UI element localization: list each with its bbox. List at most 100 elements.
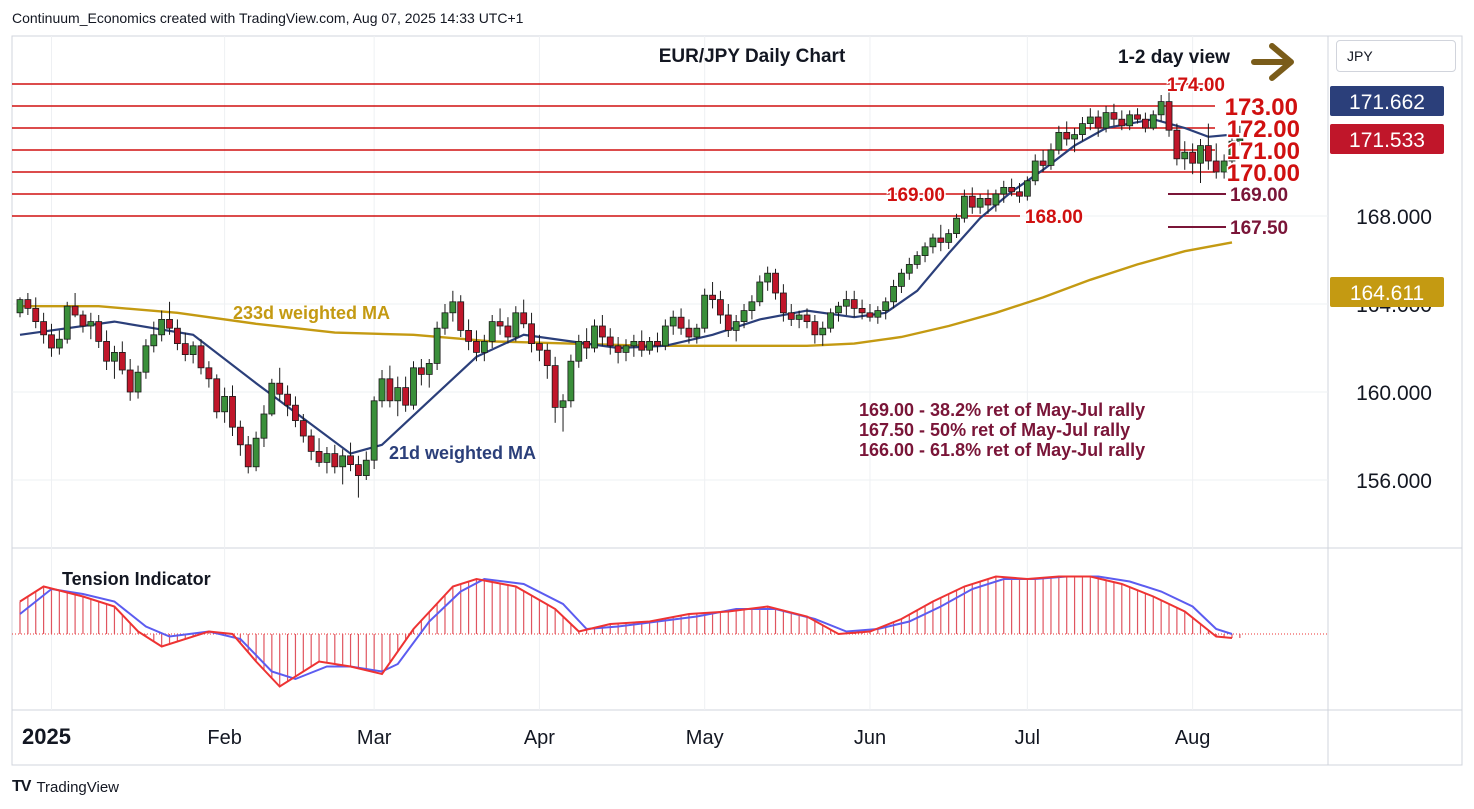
candle-body bbox=[905, 263, 913, 274]
candle-body bbox=[244, 444, 252, 468]
candle-body bbox=[890, 285, 897, 303]
ma21-label: 21d weighted MA bbox=[389, 443, 536, 463]
retracement-note: 169.00 - 38.2% ret of May-Jul rally bbox=[859, 400, 1145, 420]
currency-selector[interactable]: JPY bbox=[1336, 40, 1456, 72]
ma233-line bbox=[20, 241, 1233, 347]
candle-body bbox=[1212, 160, 1220, 173]
resistance-label: 171.00 bbox=[1227, 138, 1300, 165]
candle-body bbox=[457, 301, 465, 331]
candle-body bbox=[551, 365, 559, 408]
candle-body bbox=[79, 314, 87, 327]
candle-body bbox=[1204, 145, 1212, 162]
candle-body bbox=[850, 299, 858, 309]
candle-body bbox=[583, 340, 591, 349]
brand-name: TradingView bbox=[36, 778, 119, 796]
candle-body bbox=[323, 453, 331, 463]
candle-body bbox=[118, 351, 126, 371]
candle-body bbox=[213, 378, 221, 413]
candle-body bbox=[158, 318, 166, 336]
indicator-fast-line bbox=[19, 575, 1233, 688]
candle-body bbox=[1063, 131, 1071, 140]
candle-body bbox=[693, 327, 701, 338]
resistance-label: 174.00 bbox=[1167, 75, 1225, 96]
candle-body bbox=[756, 281, 764, 303]
candle-body bbox=[87, 321, 95, 327]
candle-body bbox=[173, 327, 181, 345]
candle-body bbox=[417, 367, 425, 375]
candle-body bbox=[1197, 145, 1204, 164]
candle-body bbox=[1165, 101, 1173, 131]
candle-body bbox=[866, 312, 874, 318]
candle-body bbox=[882, 301, 890, 311]
candle-body bbox=[677, 316, 685, 329]
view-label: 1-2 day view bbox=[1118, 47, 1230, 68]
support-label: 169.00 bbox=[1230, 185, 1288, 206]
candle-body bbox=[1149, 114, 1157, 129]
right-arrow-icon bbox=[1251, 43, 1294, 81]
candle-body bbox=[1134, 114, 1141, 120]
candle-body bbox=[543, 349, 551, 367]
candle-body bbox=[95, 321, 103, 342]
resistance-label: 172.00 bbox=[1227, 116, 1300, 143]
footer: TV TradingView bbox=[12, 778, 119, 796]
candle-body bbox=[701, 294, 709, 329]
resistance-label: 169.00 bbox=[887, 185, 945, 206]
x-tick-label: Jun bbox=[854, 727, 886, 749]
candle-body bbox=[441, 312, 449, 329]
x-tick-label: Aug bbox=[1175, 727, 1211, 749]
candle-body bbox=[654, 340, 661, 347]
candle-body bbox=[347, 455, 354, 465]
candle-body bbox=[1220, 160, 1228, 173]
ma21-line bbox=[19, 118, 1233, 455]
candle-body bbox=[252, 437, 260, 468]
candle-body bbox=[772, 272, 779, 294]
candle-body bbox=[378, 378, 386, 402]
candle-body bbox=[1142, 118, 1149, 129]
candle-body bbox=[370, 400, 378, 461]
candle-body bbox=[40, 321, 48, 336]
candle-body bbox=[591, 325, 598, 349]
candle-body bbox=[1126, 114, 1134, 127]
candle-body bbox=[1102, 112, 1110, 129]
candle-body bbox=[189, 345, 197, 355]
candle-body bbox=[307, 435, 315, 452]
candle-body bbox=[976, 197, 984, 208]
candle-body bbox=[24, 299, 32, 309]
candle-body bbox=[16, 299, 24, 314]
price-tag-label: 171.662 bbox=[1349, 91, 1425, 114]
level-lines bbox=[12, 83, 1226, 228]
retracement-note: 167.50 - 50% ret of May-Jul rally bbox=[859, 420, 1130, 440]
candle-body bbox=[819, 327, 827, 336]
candle-body bbox=[1094, 116, 1102, 129]
candle-body bbox=[150, 334, 158, 347]
candle-body bbox=[1055, 131, 1063, 151]
candle-body bbox=[1000, 186, 1008, 195]
candle-body bbox=[362, 459, 370, 477]
candle-body bbox=[488, 321, 496, 342]
candle-body bbox=[229, 395, 236, 428]
candle-body bbox=[858, 307, 866, 314]
candle-body bbox=[1016, 191, 1023, 197]
candle-body bbox=[71, 305, 79, 316]
candle-body bbox=[606, 336, 614, 347]
candle-body bbox=[1110, 112, 1118, 120]
chart-frame bbox=[11, 35, 1463, 766]
candle-body bbox=[1047, 149, 1055, 166]
candle-body bbox=[961, 195, 968, 219]
y-tick-label: 156.000 bbox=[1356, 470, 1432, 493]
candle-body bbox=[465, 329, 472, 342]
candle-body bbox=[1039, 160, 1047, 166]
candle-body bbox=[984, 197, 992, 206]
candle-body bbox=[1071, 134, 1078, 140]
candle-body bbox=[1023, 180, 1031, 197]
candle-body bbox=[717, 299, 724, 316]
candle-body bbox=[685, 327, 693, 338]
candle-body bbox=[126, 369, 134, 393]
candle-body bbox=[709, 294, 716, 301]
candle-body bbox=[1079, 123, 1086, 135]
candle-body bbox=[1118, 118, 1126, 127]
price-tag-label: 164.611 bbox=[1350, 282, 1424, 305]
ma233-label: 233d weighted MA bbox=[233, 303, 390, 323]
candle-body bbox=[236, 426, 244, 446]
candle-body bbox=[661, 325, 669, 347]
